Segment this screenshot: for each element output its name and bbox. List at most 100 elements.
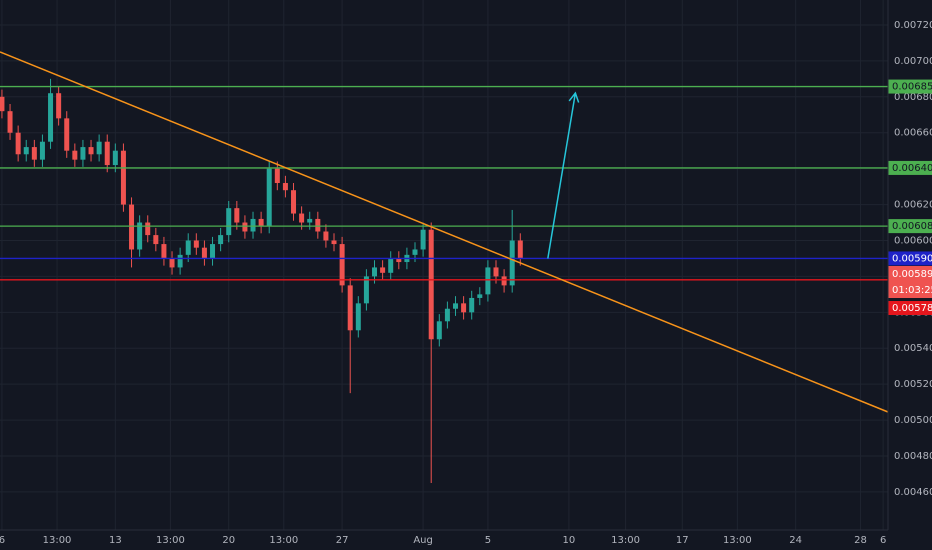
candle-body	[201, 247, 207, 259]
candle-body	[469, 297, 475, 313]
y-tick-label: 0.004800	[894, 451, 932, 462]
x-tick-label: 17	[676, 535, 689, 546]
candle-body	[477, 294, 483, 298]
candle-body	[485, 267, 491, 295]
y-tick-label: 0.007000	[894, 56, 932, 67]
x-tick-label: 28	[854, 535, 867, 546]
y-tick-label: 0.004600	[894, 487, 932, 498]
candle-body	[274, 168, 280, 184]
candle-body	[388, 258, 394, 273]
x-tick-label: 13:00	[611, 535, 640, 546]
candle-body	[331, 240, 337, 245]
y-tick-label: 0.007200	[894, 20, 932, 31]
candle-body	[226, 208, 232, 236]
candle-body	[242, 222, 248, 232]
candle-body	[461, 303, 467, 313]
level-label-box	[888, 251, 932, 266]
candle-body	[250, 218, 256, 232]
candle-body	[323, 231, 329, 241]
candle-body	[428, 229, 434, 340]
countdown-label: 01:03:25	[892, 285, 932, 296]
x-tick-label: 27	[336, 535, 349, 546]
candle-body	[218, 235, 224, 245]
level-label: 0.006404	[892, 163, 932, 174]
candle-body	[169, 258, 175, 268]
candle-body	[258, 218, 264, 227]
candle-body	[129, 204, 135, 250]
y-tick-label: 0.006600	[894, 128, 932, 139]
x-tick-label: 13	[109, 535, 122, 546]
candle-body	[48, 93, 54, 142]
level-label-box	[888, 219, 932, 234]
candle-body	[193, 240, 199, 248]
level-label-box	[888, 301, 932, 315]
candle-body	[291, 190, 297, 214]
candle-body	[234, 208, 240, 223]
candle-body	[177, 254, 183, 268]
arrow-head	[568, 91, 580, 103]
candle-body	[153, 235, 159, 245]
last-price-label: 0.005899	[892, 269, 932, 280]
candle-body	[137, 222, 143, 250]
last-price-box	[888, 266, 932, 298]
x-tick-label: Aug	[413, 535, 433, 546]
x-tick-label: 6	[880, 535, 886, 546]
trendline	[0, 51, 889, 413]
x-tick-label: 13:00	[156, 535, 185, 546]
candle-body	[436, 321, 442, 340]
candle-body	[112, 150, 118, 166]
candle-body	[347, 285, 353, 331]
candle-body	[56, 93, 62, 119]
x-tick-label: 20	[222, 535, 235, 546]
candle-body	[23, 147, 29, 155]
candle-body	[412, 249, 418, 255]
candle-body	[517, 240, 523, 259]
candle-body	[39, 141, 45, 160]
candle-body	[7, 111, 13, 133]
candle-body	[72, 150, 78, 160]
candle-body	[339, 244, 345, 286]
y-tick-label: 0.005000	[894, 415, 932, 426]
level-label-box	[888, 79, 932, 94]
candle-body	[444, 308, 450, 322]
candle-body	[315, 218, 321, 232]
level-label: 0.006857	[892, 82, 932, 93]
candle-body	[372, 267, 378, 277]
x-tick-label: 6	[0, 535, 5, 546]
candle-body	[80, 147, 86, 160]
candle-body	[501, 276, 507, 286]
candle-body	[299, 213, 305, 223]
candle-body	[363, 276, 369, 304]
candle-body	[120, 150, 126, 205]
y-tick-label: 0.006200	[894, 200, 932, 211]
level-label-box	[888, 160, 932, 175]
candle-body	[420, 229, 426, 250]
y-tick-label: 0.006800	[894, 92, 932, 103]
arrow-shaft	[547, 92, 577, 259]
x-tick-label: 24	[789, 535, 802, 546]
candle-body	[96, 141, 102, 155]
candle-body	[380, 267, 386, 273]
candle-body	[31, 147, 37, 160]
candle-body	[0, 96, 5, 112]
candle-body	[104, 141, 110, 166]
candle-body	[210, 244, 216, 259]
y-tick-label: 0.006000	[894, 235, 932, 246]
candle-body	[88, 147, 94, 155]
candle-body	[355, 303, 361, 331]
x-tick-label: 13:00	[269, 535, 298, 546]
candle-body	[266, 168, 272, 227]
candle-body	[15, 132, 21, 155]
candle-body	[64, 118, 70, 151]
candle-body	[307, 218, 313, 223]
candle-body	[509, 240, 515, 286]
candle-body	[396, 258, 402, 263]
y-tick-label: 0.005400	[894, 343, 932, 354]
x-tick-label: 5	[485, 535, 491, 546]
candle-body	[282, 183, 288, 191]
x-tick-label: 13:00	[43, 535, 72, 546]
